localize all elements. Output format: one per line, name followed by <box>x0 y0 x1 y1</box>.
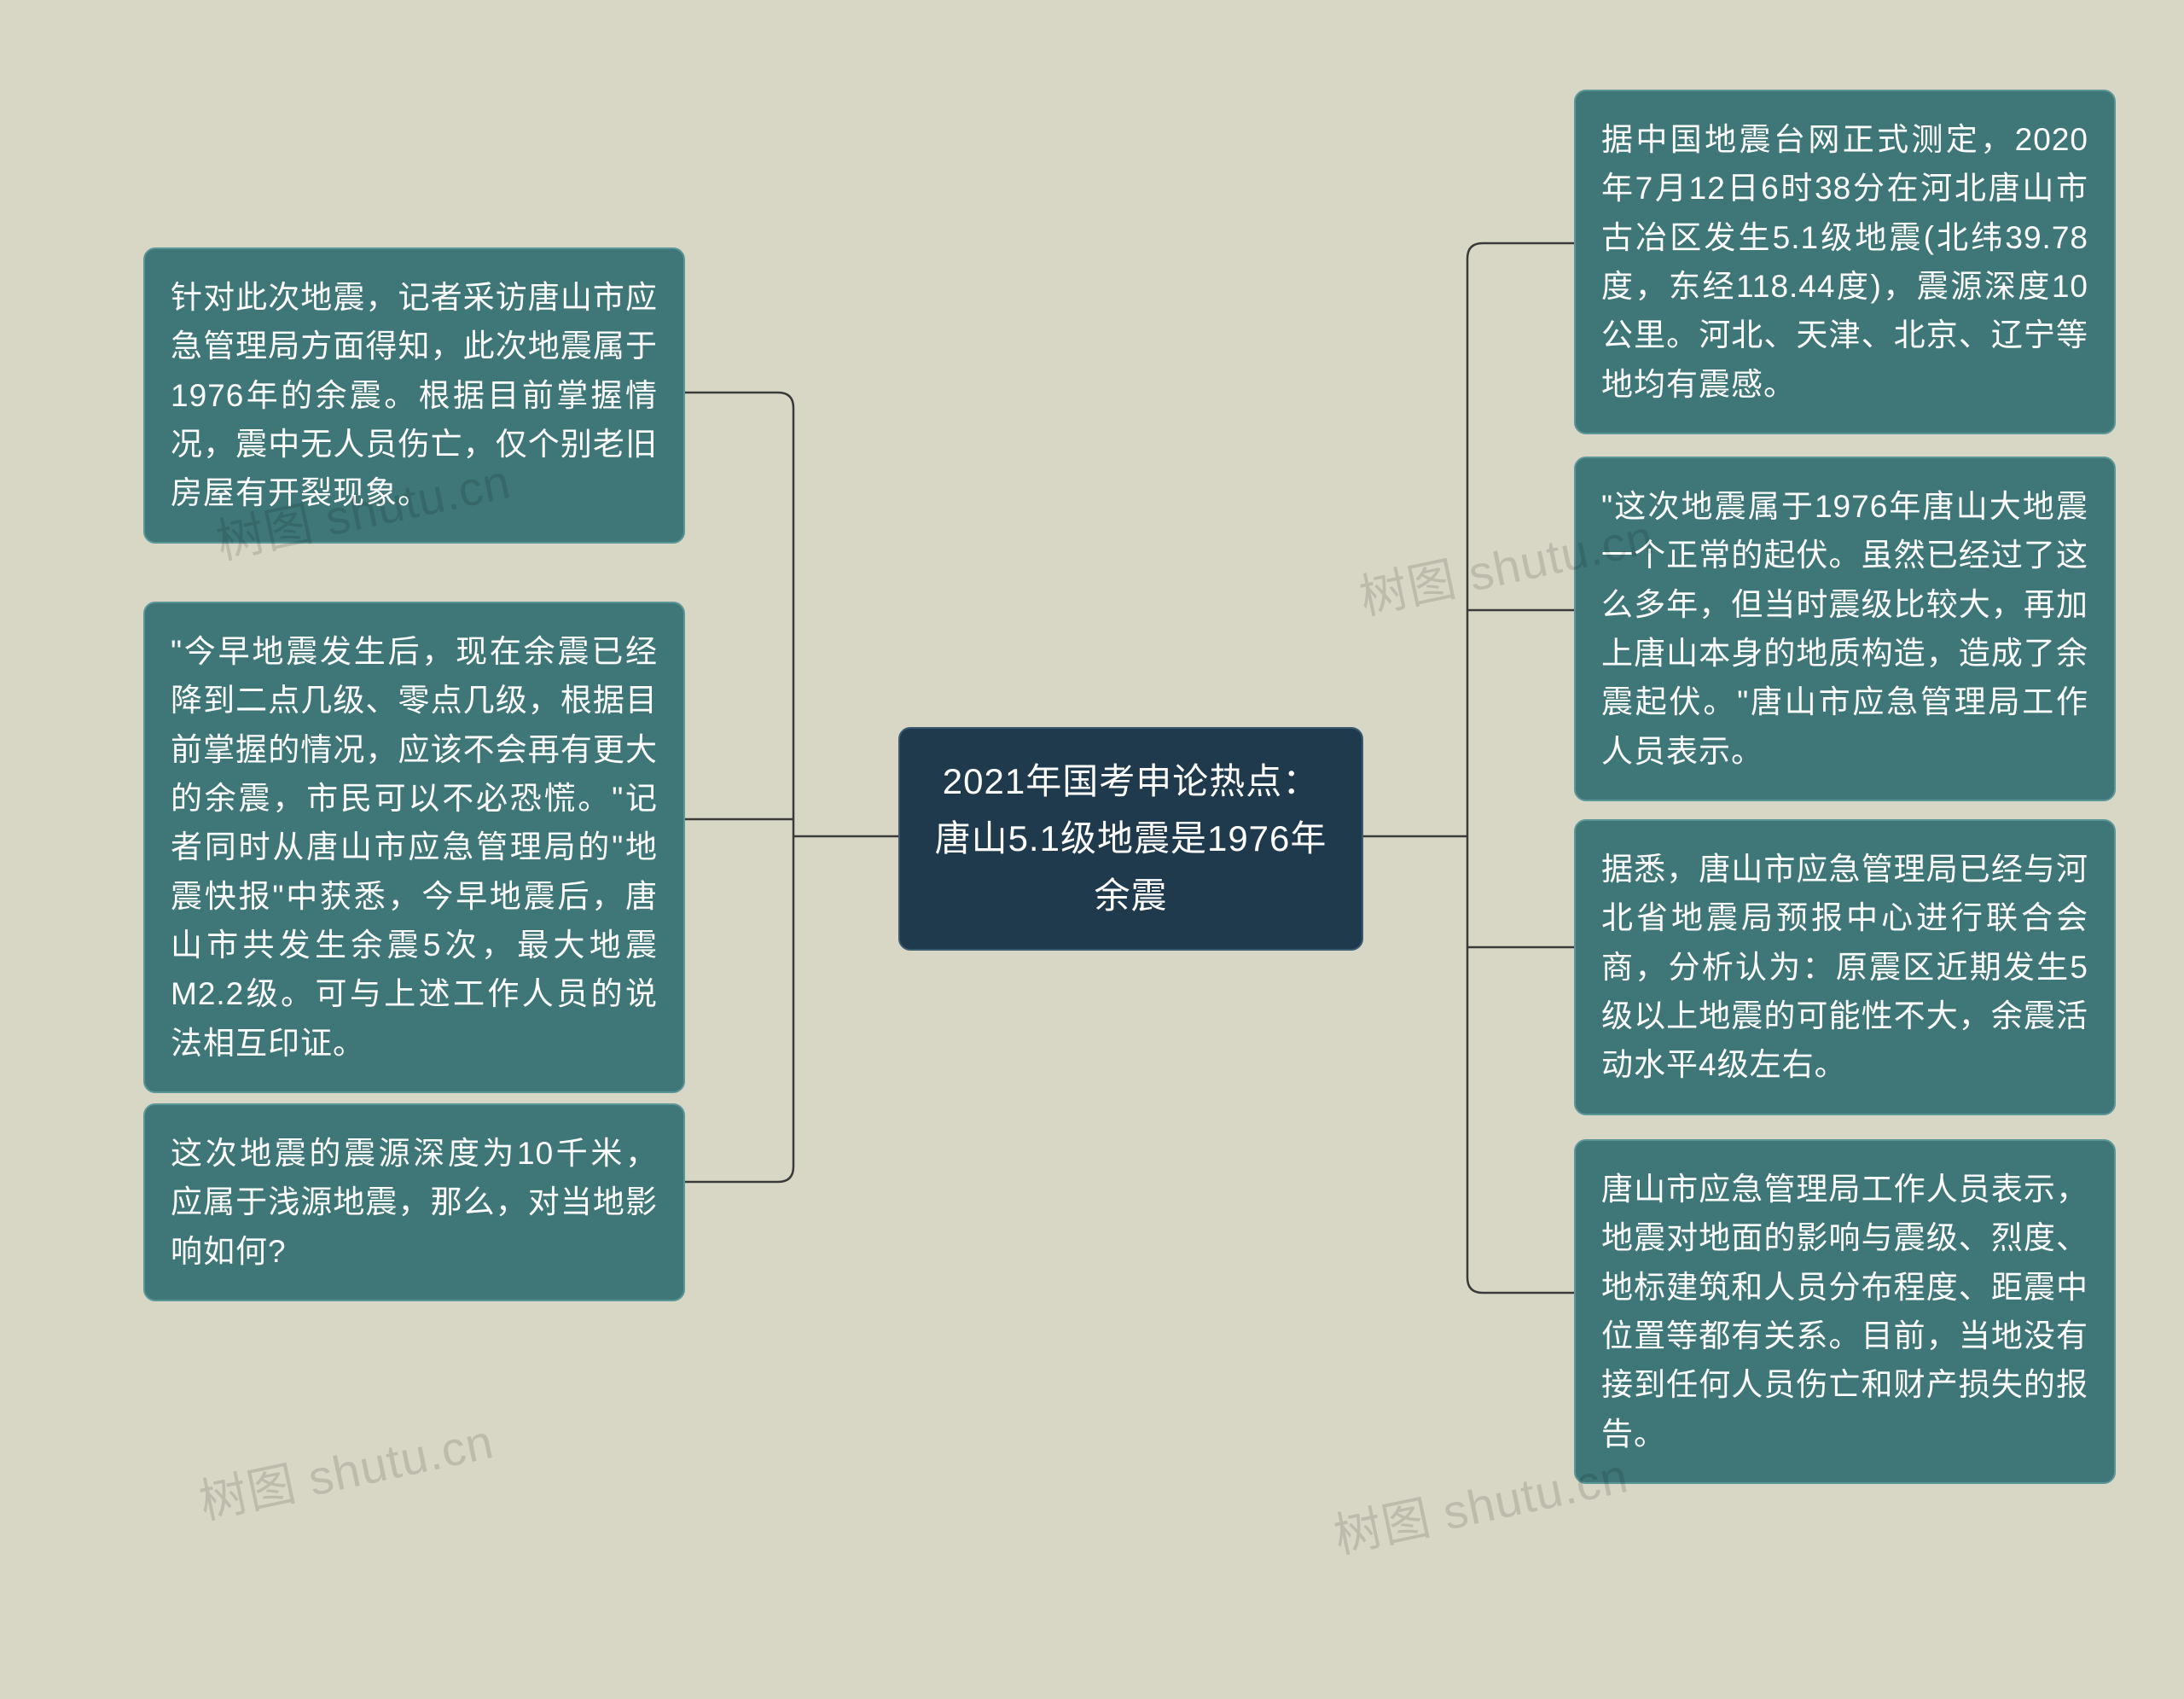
node-text: 据中国地震台网正式测定，2020年7月12日6时38分在河北唐山市古冶区发生5.… <box>1601 122 2088 402</box>
left-node-3: 这次地震的震源深度为10千米，应属于浅源地震，那么，对当地影响如何? <box>143 1103 685 1301</box>
node-text: 这次地震的震源深度为10千米，应属于浅源地震，那么，对当地影响如何? <box>171 1136 658 1269</box>
node-text: 针对此次地震，记者采访唐山市应急管理局方面得知，此次地震属于1976年的余震。根… <box>171 280 658 510</box>
left-node-1: 针对此次地震，记者采访唐山市应急管理局方面得知，此次地震属于1976年的余震。根… <box>143 247 685 544</box>
right-node-4: 唐山市应急管理局工作人员表示，地震对地面的影响与震级、烈度、地标建筑和人员分布程… <box>1574 1139 2116 1484</box>
mindmap-canvas: 2021年国考申论热点：唐山5.1级地震是1976年余震 针对此次地震，记者采访… <box>0 0 2184 1699</box>
node-text: 唐山市应急管理局工作人员表示，地震对地面的影响与震级、烈度、地标建筑和人员分布程… <box>1601 1172 2088 1452</box>
left-node-2: "今早地震发生后，现在余震已经降到二点几级、零点几级，根据目前掌握的情况，应该不… <box>143 602 685 1093</box>
node-text: "这次地震属于1976年唐山大地震一个正常的起伏。虽然已经过了这么多年，但当时震… <box>1601 489 2088 769</box>
node-text: 据悉，唐山市应急管理局已经与河北省地震局预报中心进行联合会商，分析认为：原震区近… <box>1601 852 2088 1082</box>
right-node-2: "这次地震属于1976年唐山大地震一个正常的起伏。虽然已经过了这么多年，但当时震… <box>1574 457 2116 801</box>
watermark: 树图 shutu.cn <box>192 1403 498 1533</box>
node-text: "今早地震发生后，现在余震已经降到二点几级、零点几级，根据目前掌握的情况，应该不… <box>171 634 658 1061</box>
root-node: 2021年国考申论热点：唐山5.1级地震是1976年余震 <box>898 727 1363 951</box>
root-text: 2021年国考申论热点：唐山5.1级地震是1976年余震 <box>935 761 1327 916</box>
right-node-3: 据悉，唐山市应急管理局已经与河北省地震局预报中心进行联合会商，分析认为：原震区近… <box>1574 819 2116 1115</box>
right-node-1: 据中国地震台网正式测定，2020年7月12日6时38分在河北唐山市古冶区发生5.… <box>1574 90 2116 434</box>
